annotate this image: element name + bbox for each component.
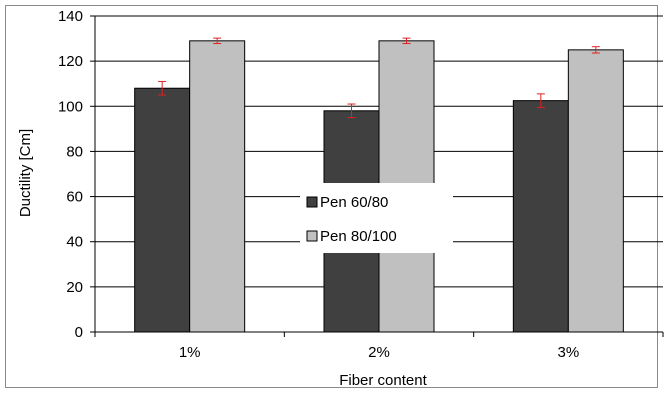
x-ticks: 1% 2% 3% — [94, 332, 664, 361]
x-tick-label-2: 3% — [557, 344, 579, 361]
legend-label-pen-80-100: Pen 80/100 — [320, 228, 397, 245]
y-axis-label: Ductility [Cm] — [17, 129, 34, 217]
x-tick-label-1: 2% — [368, 344, 390, 361]
y-tick-label-100: 100 — [58, 98, 83, 115]
axes — [94, 16, 663, 333]
legend: Pen 60/80 Pen 80/100 — [300, 183, 453, 253]
bar-pen-80-100-0 — [189, 40, 246, 333]
y-tick-label-20: 20 — [66, 279, 83, 296]
legend-swatch-pen-80-100 — [306, 230, 318, 242]
y-tick-label-80: 80 — [66, 143, 83, 160]
bar-pen-80-100-2 — [567, 49, 624, 333]
y-tick-label-60: 60 — [66, 189, 83, 206]
y-tick-label-140: 140 — [58, 8, 83, 25]
bar-pen-60-80-2 — [512, 100, 569, 333]
y-tick-label-0: 0 — [75, 324, 83, 341]
y-tick-label-40: 40 — [66, 234, 83, 251]
legend-label-pen-60-80: Pen 60/80 — [320, 194, 388, 211]
x-axis-label: Fiber content — [339, 372, 427, 389]
legend-swatch-pen-60-80 — [306, 196, 318, 208]
bar-pen-60-80-0 — [134, 87, 191, 333]
x-tick-label-0: 1% — [179, 344, 201, 361]
y-ticks: 0 20 40 60 80 100 120 140 — [58, 8, 95, 341]
legend-background — [300, 183, 453, 253]
y-tick-label-120: 120 — [58, 53, 83, 70]
